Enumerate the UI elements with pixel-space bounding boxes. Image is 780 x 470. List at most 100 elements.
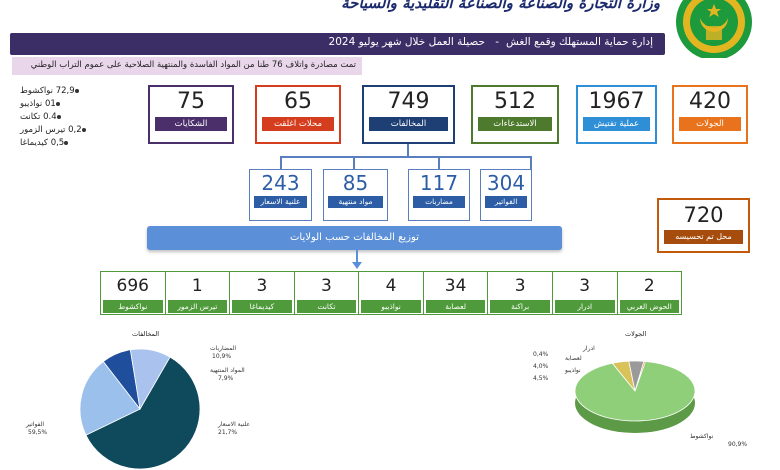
kpi-inspections: 1967 عملية تفتيش	[576, 85, 657, 144]
pie-slice	[85, 356, 201, 470]
breakdown-label: مواد منتهية	[328, 196, 383, 208]
state-cell: 4 نواذيبو	[358, 272, 423, 314]
slice-pct: 4,0%	[533, 363, 549, 370]
breakdown-label: مضاربات	[413, 196, 465, 208]
kpi-violations: 749 المخالفات	[362, 85, 455, 144]
state-label: نواذيبو	[361, 300, 421, 313]
breakdown-value: 243	[261, 171, 300, 195]
state-value: 696	[116, 276, 149, 296]
slice-label: لعصابة	[565, 355, 582, 362]
list-item: 72,9 نواكشوط	[20, 84, 150, 97]
kpi-value: 1967	[588, 89, 645, 114]
slice-label: نواكشوط	[690, 433, 714, 440]
header-banner: إدارة حماية المستهلك وقمع الغش - حصيلة ا…	[10, 33, 665, 55]
banner-separator: -	[495, 36, 499, 48]
slice-label: ادرار	[583, 345, 595, 352]
kpi-label: الاستدعاءات	[478, 117, 552, 131]
pie-slice	[79, 360, 141, 436]
kpi-value: 720	[683, 203, 724, 227]
rounds-pie-svg	[574, 360, 696, 433]
state-value: 3	[256, 276, 268, 296]
state-label: نواكشوط	[103, 300, 163, 313]
chart-title: المخالفات	[132, 330, 160, 338]
arrow-down-icon	[351, 250, 363, 270]
connector-line	[530, 156, 532, 169]
kpi-complaints: 75 الشكايات	[148, 85, 234, 144]
state-value: 34	[444, 276, 467, 296]
rounds-pie-chart: الجولات ادرار 0,4% لعصابة 4,0% نواذيبو 4…	[525, 325, 755, 470]
breakdown-label: علنية الاسعار	[254, 196, 307, 208]
state-label: تيرس الزمور	[167, 300, 228, 313]
breakdown-speculation: 117 مضاربات	[408, 169, 470, 221]
slice-label: المضاربات	[210, 345, 237, 352]
state-label: كيديماغا	[232, 300, 292, 313]
kpi-label: عملية تفتيش	[583, 117, 650, 131]
breakdown-invoices: 304 الفواتير	[480, 169, 532, 221]
period-label: حصيلة العمل خلال شهر يوليو 2024	[328, 36, 485, 48]
state-cell: 3 ادرار	[551, 272, 617, 314]
state-value: 1	[191, 276, 203, 296]
connector-line	[438, 156, 440, 169]
chart-title: الجولات	[625, 330, 647, 338]
slice-pct: 4,5%	[533, 375, 549, 382]
department-label: إدارة حماية المستهلك وقمع الغش	[506, 36, 653, 48]
kpi-rounds: 420 الجولات	[672, 85, 748, 144]
breakdown-expired: 85 مواد منتهية	[323, 169, 388, 221]
state-cell: 2 الحوض الغربي	[616, 272, 682, 314]
kpi-value: 420	[689, 89, 731, 114]
breakdown-value: 304	[486, 171, 526, 195]
state-cell: 34 لعصابة	[422, 272, 488, 314]
slice-pct: 59,5%	[28, 429, 48, 436]
kpi-summons: 512 الاستدعاءات	[471, 85, 559, 144]
kpi-value: 749	[387, 89, 430, 114]
list-item: 01 نواذيبو	[20, 97, 150, 110]
ministry-title: وزارة التجارة والصناعة والصناعة التقليدي…	[341, 0, 660, 12]
breakdown-value: 85	[342, 171, 369, 195]
states-table: 696 نواكشوط 1 تيرس الزمور 3 كيديماغا 3 تكانت…	[100, 271, 682, 315]
connector-line	[407, 144, 409, 157]
state-value: 4	[385, 276, 397, 296]
slice-label: الفواتير	[26, 421, 45, 428]
pie-slice	[634, 360, 646, 392]
state-cell: 696 نواكشوط	[101, 272, 165, 314]
kpi-value: 512	[494, 89, 536, 114]
connector-line	[353, 156, 355, 169]
list-item: 0.4 تكانت	[20, 110, 150, 123]
state-label: براكنة	[490, 300, 550, 313]
state-label: ادرار	[554, 300, 615, 313]
connector-line	[280, 156, 282, 169]
slice-label: علنية الاسعار	[218, 421, 251, 428]
kpi-label: محلات اغلقت	[262, 117, 334, 131]
kpi-value: 65	[284, 89, 312, 114]
pie-slice	[129, 348, 171, 411]
state-value: 3	[514, 276, 526, 296]
slice-pct: 21,7%	[218, 429, 238, 436]
violations-pie-svg	[79, 348, 201, 470]
republic-seal-logo	[670, 0, 758, 60]
violations-pie-chart: المخالفات المضاربات 10,9% المواد المنتهي…	[20, 325, 250, 470]
state-label: لعصابة	[425, 300, 486, 313]
pie-slice	[574, 361, 696, 422]
breakdown-prices: 243 علنية الاسعار	[249, 169, 312, 221]
list-item: 0,2 تيرس الزمور	[20, 123, 150, 136]
state-value: 2	[643, 276, 655, 296]
slice-pct: 0,4%	[533, 351, 549, 358]
slice-pct: 7,9%	[218, 375, 234, 382]
breakdown-value: 117	[419, 171, 459, 195]
slice-label: نواذيبو	[565, 367, 581, 374]
kpi-value: 75	[177, 89, 205, 114]
seized-by-region-list: 72,9 نواكشوط 01 نواذيبو 0.4 تكانت 0,2 تي…	[20, 84, 150, 149]
state-cell: 3 تكانت	[293, 272, 359, 314]
connector-line	[280, 156, 532, 158]
state-value: 3	[579, 276, 591, 296]
state-cell: 3 كيديماغا	[229, 272, 294, 314]
kpi-label: محل تم تحسيسه	[664, 230, 743, 244]
breakdown-label: الفواتير	[485, 196, 527, 208]
slice-label: المواد المنتهية	[210, 367, 245, 374]
list-item: 0,5 كيديماغا	[20, 136, 150, 149]
slice-pct: 10,9%	[212, 353, 232, 360]
slice-pct: 90,9%	[728, 441, 748, 448]
kpi-awareness-shops: 720 محل تم تحسيسه	[657, 198, 750, 253]
kpi-closed-shops: 65 محلات اغلقت	[255, 85, 341, 144]
state-label: تكانت	[296, 300, 357, 313]
